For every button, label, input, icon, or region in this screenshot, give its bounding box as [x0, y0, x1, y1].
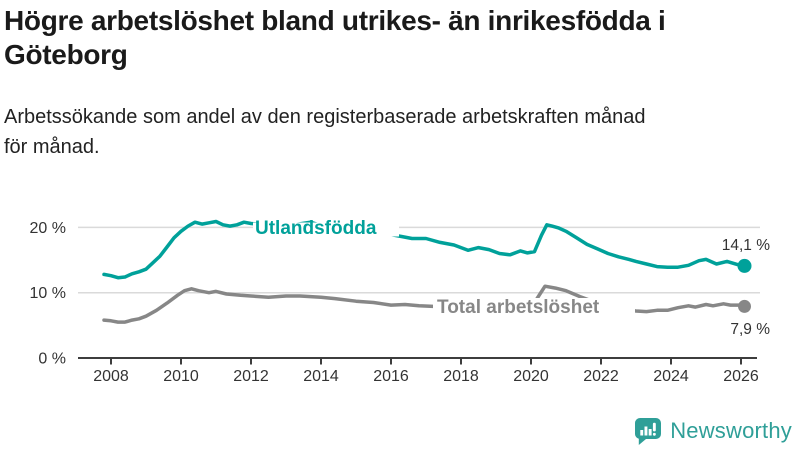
series-line-utlandsfodda	[102, 219, 747, 280]
label-backdrop	[433, 298, 635, 317]
x-axis-label: 2016	[373, 368, 409, 385]
x-axis-label: 2026	[723, 368, 759, 385]
x-axis-label: 2014	[303, 368, 339, 385]
y-axis-label: 0 %	[38, 351, 66, 368]
series-line-total	[102, 284, 747, 324]
x-axis-label: 2018	[443, 368, 479, 385]
series-end-dot	[737, 258, 752, 273]
unemployment-line-chart: 2008 2010 2012 2014 2016 2018 2020 2022 2024 2026…	[30, 218, 771, 385]
y-axis-label: 10 %	[30, 285, 66, 302]
series-end-dot	[738, 299, 751, 313]
x-axis-label: 2008	[93, 368, 129, 385]
newsworthy-logo: Newsworthy	[634, 417, 792, 445]
x-axis-label: 2012	[233, 368, 269, 385]
x-axis-label: 2020	[513, 368, 549, 385]
logo-exclamation-line	[653, 422, 656, 432]
x-axis-label: 2024	[653, 368, 689, 385]
series-end-value-label: 14,1 %	[722, 237, 770, 254]
logo-bar-small	[640, 430, 644, 436]
x-axis-label: 2010	[163, 368, 199, 385]
newsworthy-wordmark: Newsworthy	[670, 418, 792, 443]
series-label-utlandsfodda: Utlandsfödda	[255, 218, 377, 239]
series-label-total: Total arbetslöshet	[437, 297, 600, 318]
logo-bar-medium	[648, 429, 652, 436]
page-title: Högre arbetslöshet bland utrikes- än inr…	[4, 5, 666, 70]
page-subtitle: Arbetssökande som andel av den registerb…	[4, 106, 646, 158]
x-axis-label: 2022	[583, 368, 619, 385]
logo-exclamation-dot	[653, 432, 656, 436]
label-backdrop	[253, 222, 399, 237]
newsworthy-icon	[635, 418, 662, 445]
y-axis-label: 20 %	[30, 220, 66, 237]
logo-bar-tall	[644, 426, 648, 436]
series-end-value-label: 7,9 %	[730, 321, 770, 338]
